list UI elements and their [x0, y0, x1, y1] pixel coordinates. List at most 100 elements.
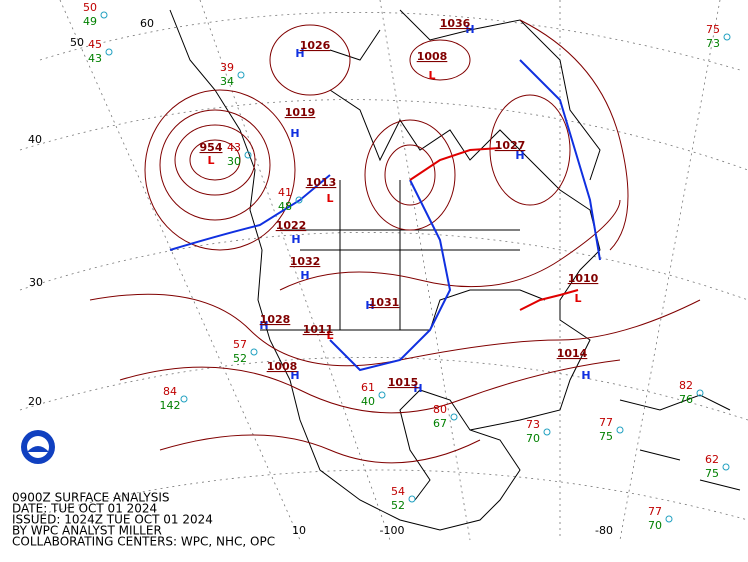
graticule: [19, 0, 748, 541]
station-dew: 67: [433, 417, 447, 430]
center-letter: H: [581, 369, 590, 382]
station-temp: 39: [220, 61, 234, 74]
station-temp: 77: [599, 416, 613, 429]
center-letter: L: [428, 69, 435, 82]
center-letter: L: [574, 292, 581, 305]
station-marker: [180, 395, 188, 403]
center-pressure: 1008: [267, 360, 298, 373]
station-dew: 49: [83, 15, 97, 28]
center-pressure: 1013: [306, 176, 337, 189]
station-temp: 75: [706, 23, 720, 36]
center-pressure: 1014: [557, 347, 588, 360]
station-marker: [616, 426, 624, 434]
center-letter: H: [515, 149, 524, 162]
center-letter: H: [295, 47, 304, 60]
station-dew: 70: [648, 519, 662, 532]
center-pressure: 1027: [495, 139, 526, 152]
station-temp: 77: [648, 505, 662, 518]
center-pressure: 1010: [568, 272, 599, 285]
station-dew: 40: [361, 395, 375, 408]
station-temp: 61: [361, 381, 375, 394]
center-pressure: 1031: [369, 296, 400, 309]
station-dew: 52: [391, 499, 405, 512]
isobars: [89, 19, 701, 464]
caption-line: BY WPC ANALYST MILLER: [12, 524, 162, 538]
grid-label: 10: [292, 524, 306, 537]
center-letter: H: [291, 233, 300, 246]
station-marker: [295, 196, 303, 204]
station-temp: 45: [88, 38, 102, 51]
station-dew: 70: [526, 432, 540, 445]
grid-label: 20: [28, 395, 42, 408]
center-pressure: 1036: [440, 17, 471, 30]
center-pressure: 1008: [417, 50, 448, 63]
center-pressure: 1028: [260, 313, 291, 326]
station-marker: [100, 11, 108, 19]
center-pressure: 1011: [303, 323, 334, 336]
station-temp: 84: [163, 385, 177, 398]
station-marker: [696, 389, 704, 397]
grid-label: 30: [29, 276, 43, 289]
station-dew: 75: [705, 467, 719, 480]
station-temp: 43: [227, 141, 241, 154]
station-temp: 80: [433, 403, 447, 416]
center-pressure: 954: [200, 141, 223, 154]
center-pressure: 1032: [290, 255, 321, 268]
station-marker: [250, 348, 258, 356]
center-letter: H: [290, 369, 299, 382]
station-marker: [244, 151, 252, 159]
grid-label: 50: [70, 36, 84, 49]
station-temp: 50: [83, 1, 97, 14]
station-dew: 52: [233, 352, 247, 365]
grid-label: -100: [380, 524, 405, 537]
caption-line: DATE: TUE OCT 01 2024: [12, 502, 157, 516]
station-dew: 142: [160, 399, 181, 412]
center-letter: H: [465, 23, 474, 36]
center-pressure: 1015: [388, 376, 419, 389]
station-marker: [237, 71, 245, 79]
station-temp: 57: [233, 338, 247, 351]
station-marker: [543, 428, 551, 436]
station-dew: 43: [88, 52, 102, 65]
station-dew: 75: [599, 430, 613, 443]
station-dew: 30: [227, 155, 241, 168]
center-pressure: 1019: [285, 106, 316, 119]
grid-label: -80: [595, 524, 613, 537]
station-temp: 82: [679, 379, 693, 392]
center-letter: L: [326, 192, 333, 205]
station-temp: 54: [391, 485, 405, 498]
center-letter: H: [365, 299, 374, 312]
coastlines: [169, 9, 741, 531]
station-dew: 73: [706, 37, 720, 50]
station-marker: [722, 463, 730, 471]
grid-label: 60: [140, 17, 154, 30]
center-letter: L: [326, 329, 333, 342]
station-marker: [105, 48, 113, 56]
station-marker: [665, 515, 673, 523]
station-marker: [408, 495, 416, 503]
station-dew: 34: [220, 75, 234, 88]
station-temp: 62: [705, 453, 719, 466]
fronts: [169, 59, 601, 372]
caption-line: COLLABORATING CENTERS: WPC, NHC, OPC: [12, 535, 275, 549]
station-dew: 48: [278, 200, 292, 213]
station-temp: 41: [278, 186, 292, 199]
center-letter: H: [300, 269, 309, 282]
grid-label: 40: [28, 133, 42, 146]
noaa-logo: [21, 430, 55, 464]
station-marker: [450, 413, 458, 421]
center-letter: H: [290, 127, 299, 140]
station-temp: 73: [526, 418, 540, 431]
center-pressure: 1026: [300, 39, 331, 52]
station-marker: [723, 33, 731, 41]
center-letter: H: [413, 382, 422, 395]
center-letter: H: [259, 319, 268, 332]
caption-line: 0900Z SURFACE ANALYSIS: [12, 491, 169, 505]
center-letter: L: [207, 154, 214, 167]
station-marker: [378, 391, 386, 399]
caption-line: ISSUED: 1024Z TUE OCT 01 2024: [12, 513, 213, 527]
station-dew: 76: [679, 393, 693, 406]
center-pressure: 1022: [276, 219, 307, 232]
